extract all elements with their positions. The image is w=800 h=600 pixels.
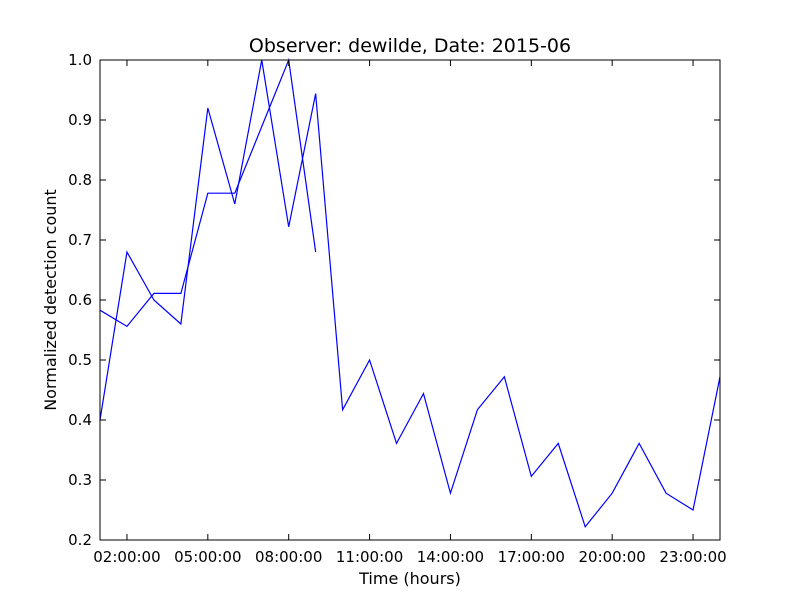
x-tick-label: 20:00:00 (578, 548, 645, 566)
series-line-2 (99, 59, 721, 529)
x-tick-label: 05:00:00 (174, 548, 241, 566)
y-tick-label: 1.0 (68, 51, 92, 69)
plot-lines (99, 57, 721, 529)
y-axis-title: Normalized detection count (41, 189, 60, 411)
y-tick-label: 0.3 (68, 471, 92, 489)
series-line-1 (99, 57, 317, 328)
x-tick-label: 17:00:00 (498, 548, 565, 566)
y-tick-label: 0.6 (68, 291, 92, 309)
x-axis: 02:00:00 05:00:00 08:00:00 11:00:00 14:00:00… (93, 60, 727, 566)
x-tick-label: 14:00:00 (417, 548, 484, 566)
y-tick-label: 0.8 (68, 171, 92, 189)
y-tick-label: 0.9 (68, 111, 92, 129)
x-tick-label: 08:00:00 (255, 548, 322, 566)
y-tick-label: 0.2 (68, 531, 92, 549)
y-tick-label: 0.7 (68, 231, 92, 249)
y-axis: 0.2 0.3 0.4 0.5 0.6 0.7 0.8 0.9 1.0 (68, 51, 720, 549)
x-tick-label: 02:00:00 (93, 548, 160, 566)
x-tick-label: 23:00:00 (659, 548, 726, 566)
plot-frame (99, 59, 721, 541)
x-tick-label: 11:00:00 (336, 548, 403, 566)
y-tick-label: 0.5 (68, 351, 92, 369)
chart-title: Observer: dewilde, Date: 2015-06 (249, 35, 571, 57)
x-axis-title: Time (hours) (358, 569, 461, 588)
y-tick-label: 0.4 (68, 411, 92, 429)
